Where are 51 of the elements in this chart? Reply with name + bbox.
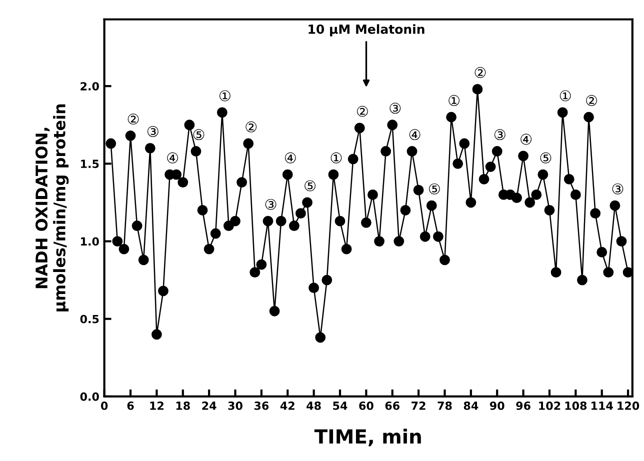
annotation: ② [246, 121, 257, 132]
annotation: ① [448, 94, 460, 106]
x-tick-label: 120 [618, 402, 640, 410]
y-tick-label: 1.0 [81, 237, 99, 246]
annotation: ② [586, 94, 597, 106]
x-tick-label: 6 [127, 402, 134, 410]
annotation: ① [560, 90, 571, 102]
y-tick-label: 1.5 [81, 160, 99, 168]
x-tick-label: 84 [464, 402, 478, 410]
annotation: ② [474, 67, 486, 78]
annotation: ④ [409, 129, 420, 140]
annotation: ⑤ [428, 183, 440, 194]
annotation: ② [356, 106, 368, 117]
annotation: ③ [147, 126, 158, 137]
x-tick-label: 72 [412, 402, 426, 410]
x-tick-label: 18 [176, 402, 190, 410]
x-tick-label: 0 [100, 402, 108, 410]
annotation: ⑤ [540, 152, 552, 164]
annotation: ④ [284, 152, 296, 164]
annotation: ① [219, 90, 230, 102]
annotation: 10 µM Melatonin [308, 24, 424, 36]
x-tick-label: 66 [385, 402, 400, 410]
annotation: ④ [167, 152, 178, 164]
annotation: ② [128, 114, 139, 125]
annotation: ③ [612, 183, 624, 194]
x-tick-label: 96 [516, 402, 530, 410]
annotation: ③ [494, 129, 506, 140]
annotation: ① [330, 152, 342, 164]
x-tick-label: 36 [254, 402, 269, 410]
y-tick-label: 2.0 [80, 82, 99, 90]
x-tick-label: 54 [333, 402, 348, 410]
x-tick-label: 90 [490, 402, 504, 410]
annotation: ③ [390, 102, 401, 114]
annotation: ⑤ [193, 129, 204, 140]
x-tick-label: 42 [280, 402, 294, 410]
x-tick-label: 114 [592, 402, 613, 410]
x-tick-label: 78 [438, 402, 452, 410]
x-tick-label: 60 [359, 402, 374, 410]
y-axis-title: NADH OXIDATION, µmoles/min/mg protein [35, 104, 69, 312]
annotation: ⑤ [304, 180, 316, 192]
x-tick-label: 48 [306, 402, 321, 410]
annotation: ③ [265, 198, 276, 210]
x-tick-label: 12 [150, 402, 164, 410]
x-tick-label: 24 [202, 402, 216, 410]
y-tick-label: 0.0 [80, 392, 99, 401]
y-tick-label: 0.5 [80, 314, 99, 324]
x-tick-label: 108 [565, 402, 587, 410]
x-axis-title: TIME, min [314, 428, 421, 446]
annotation: ④ [520, 134, 532, 145]
x-tick-label: 30 [228, 402, 242, 410]
x-tick-label: 102 [539, 402, 560, 410]
